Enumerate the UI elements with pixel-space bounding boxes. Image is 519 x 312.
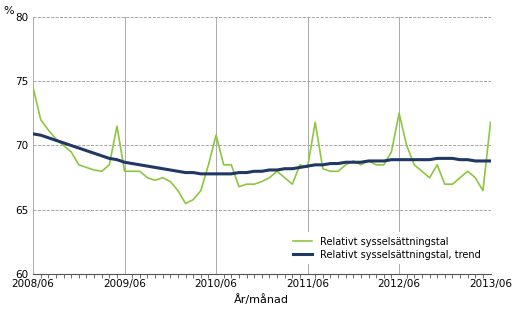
Relativt sysselsättningstal, trend xyxy=(434,157,440,160)
Line: Relativt sysselsättningstal: Relativt sysselsättningstal xyxy=(33,87,490,203)
X-axis label: År/månad: År/månad xyxy=(234,294,289,305)
Relativt sysselsättningstal xyxy=(487,120,494,124)
Relativt sysselsättningstal, trend xyxy=(121,160,128,164)
Relativt sysselsättningstal, trend xyxy=(487,159,494,163)
Relativt sysselsättningstal xyxy=(434,163,440,167)
Relativt sysselsättningstal xyxy=(30,85,36,89)
Line: Relativt sysselsättningstal, trend: Relativt sysselsättningstal, trend xyxy=(33,134,490,174)
Relativt sysselsättningstal, trend xyxy=(312,163,318,167)
Relativt sysselsättningstal xyxy=(121,169,128,173)
Relativt sysselsättningstal, trend xyxy=(198,172,204,176)
Text: %: % xyxy=(3,6,14,16)
Relativt sysselsättningstal xyxy=(282,176,288,180)
Relativt sysselsättningstal xyxy=(198,189,204,193)
Relativt sysselsättningstal, trend xyxy=(30,132,36,136)
Relativt sysselsättningstal, trend xyxy=(282,167,288,171)
Relativt sysselsättningstal xyxy=(312,120,318,124)
Legend: Relativt sysselsättningstal, Relativt sysselsättningstal, trend: Relativt sysselsättningstal, Relativt sy… xyxy=(288,232,486,264)
Relativt sysselsättningstal xyxy=(136,169,143,173)
Relativt sysselsättningstal, trend xyxy=(190,171,196,174)
Relativt sysselsättningstal, trend xyxy=(136,163,143,167)
Relativt sysselsättningstal xyxy=(183,202,189,205)
